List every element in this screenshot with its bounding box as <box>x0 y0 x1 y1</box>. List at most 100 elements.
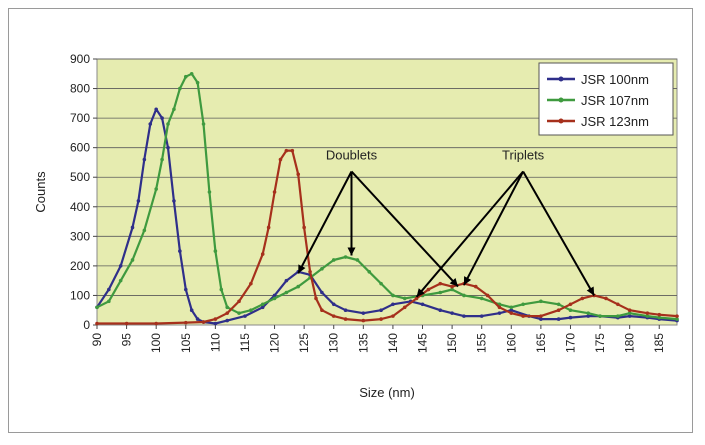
data-point <box>391 302 395 307</box>
arrowhead <box>449 277 459 287</box>
data-point <box>213 321 218 326</box>
arrowhead <box>298 264 306 274</box>
data-point <box>509 311 514 315</box>
y-tick-label: 600 <box>70 141 90 155</box>
data-point <box>320 290 324 295</box>
data-point <box>160 116 164 120</box>
data-point <box>296 284 301 289</box>
data-point <box>219 287 224 292</box>
annotation-arrow <box>522 170 596 296</box>
data-point <box>556 317 561 321</box>
data-point <box>225 305 230 310</box>
data-point <box>272 296 277 301</box>
data-point <box>148 122 153 126</box>
data-point <box>426 287 431 292</box>
data-point <box>290 148 295 153</box>
data-point <box>521 302 525 307</box>
data-point <box>260 305 265 310</box>
data-point <box>107 287 111 292</box>
data-point <box>284 290 289 295</box>
data-point <box>183 287 188 292</box>
data-point <box>302 225 306 230</box>
legend-label: JSR 123nm <box>581 114 649 129</box>
data-point <box>402 305 407 310</box>
x-tick-label: 115 <box>238 333 252 352</box>
x-tick-label: 165 <box>534 333 548 353</box>
x-tick-label: 120 <box>268 333 282 353</box>
data-point <box>183 74 188 79</box>
arrowhead <box>463 276 472 286</box>
x-tick-label: 170 <box>563 333 577 353</box>
x-tick-label: 140 <box>386 333 400 353</box>
data-point <box>438 281 443 286</box>
data-point <box>272 293 277 298</box>
data-point <box>189 71 194 76</box>
data-point <box>473 284 478 289</box>
data-point <box>213 317 218 321</box>
series-1 <box>95 71 679 321</box>
data-point <box>391 314 395 318</box>
data-point <box>118 278 123 283</box>
data-point <box>95 321 99 326</box>
data-point <box>178 86 182 91</box>
x-tick-label: 135 <box>356 333 370 353</box>
y-tick-label: 200 <box>70 259 90 273</box>
data-point <box>675 317 679 321</box>
y-tick-label: 400 <box>70 200 90 214</box>
data-point <box>509 308 514 313</box>
chart-frame: 90 95 100 105 110 115 120 125 130 135 140 145 150 155… <box>8 8 693 433</box>
data-point <box>379 308 383 313</box>
data-point <box>308 270 312 274</box>
annotation-label: Doublets <box>326 147 378 162</box>
y-tick-label: 100 <box>70 288 90 302</box>
data-point <box>521 314 525 318</box>
data-point <box>379 281 383 286</box>
data-point <box>237 299 241 304</box>
data-point <box>249 281 253 286</box>
data-point <box>331 314 336 318</box>
data-point <box>314 296 318 301</box>
legend-marker <box>558 97 564 103</box>
y-tick-label: 500 <box>70 170 90 184</box>
x-tick-label: 90 <box>90 333 104 347</box>
x-tick-label: 105 <box>179 333 193 353</box>
y-tick-label: 300 <box>70 229 90 243</box>
data-point <box>568 302 573 307</box>
data-point <box>343 317 348 321</box>
legend: JSR 100nm JSR 107nm JSR 123nm <box>538 62 674 136</box>
data-point <box>284 148 289 153</box>
annotation-arrow <box>350 170 459 288</box>
data-point <box>331 258 336 262</box>
data-point <box>497 305 502 310</box>
x-tick-label: 160 <box>504 333 518 353</box>
legend-marker <box>558 76 564 82</box>
data-point <box>657 315 662 320</box>
data-point <box>450 284 454 289</box>
data-point <box>249 308 253 313</box>
x-axis-ticks: 90 95 100 105 110 115 120 125 130 135 140 145 150 155… <box>90 325 666 353</box>
x-tick-label: 155 <box>475 333 489 353</box>
data-point <box>213 249 218 253</box>
data-point <box>450 287 454 292</box>
data-point <box>107 299 111 304</box>
y-tick-label: 700 <box>70 111 90 125</box>
data-point <box>580 296 585 301</box>
data-point <box>598 314 602 318</box>
data-point <box>172 107 176 112</box>
data-point <box>414 296 419 301</box>
data-point <box>296 172 301 177</box>
data-point <box>450 311 454 315</box>
annotation-arrow <box>297 171 353 274</box>
data-point <box>142 157 147 162</box>
data-point <box>243 314 247 318</box>
data-point <box>225 311 230 315</box>
data-point <box>201 122 206 126</box>
data-point <box>616 302 620 307</box>
x-tick-label: 100 <box>149 333 163 353</box>
y-tick-label: 900 <box>70 52 90 66</box>
y-tick-label: 800 <box>70 82 90 96</box>
data-point <box>556 308 561 313</box>
data-point <box>343 308 348 313</box>
data-point <box>278 157 283 162</box>
x-axis-label: Size (nm) <box>359 385 415 400</box>
